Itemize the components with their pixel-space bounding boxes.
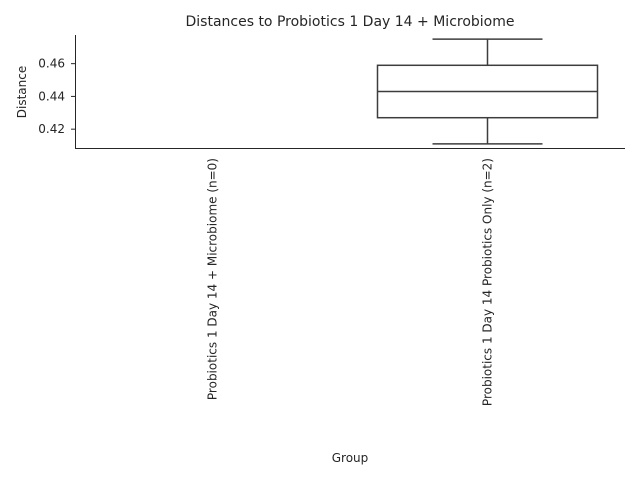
y-tick-label: 0.44 xyxy=(38,89,65,103)
y-tick-label: 0.42 xyxy=(38,122,65,136)
y-axis-label: Distance xyxy=(15,66,29,118)
x-axis-label: Group xyxy=(332,451,369,465)
x-tick-label: Probiotics 1 Day 14 Probiotics Only (n=2… xyxy=(481,158,495,406)
y-tick-label: 0.46 xyxy=(38,57,65,71)
y-axis-ticks: 0.42 0.44 0.46 xyxy=(38,57,75,136)
chart-title: Distances to Probiotics 1 Day 14 + Micro… xyxy=(185,14,514,30)
box-group xyxy=(376,38,599,145)
x-axis-ticks: Probiotics 1 Day 14 + Microbiome (n=0) Pr… xyxy=(206,158,495,406)
plot-area xyxy=(376,38,599,145)
x-tick-label: Probiotics 1 Day 14 + Microbiome (n=0) xyxy=(206,158,220,400)
